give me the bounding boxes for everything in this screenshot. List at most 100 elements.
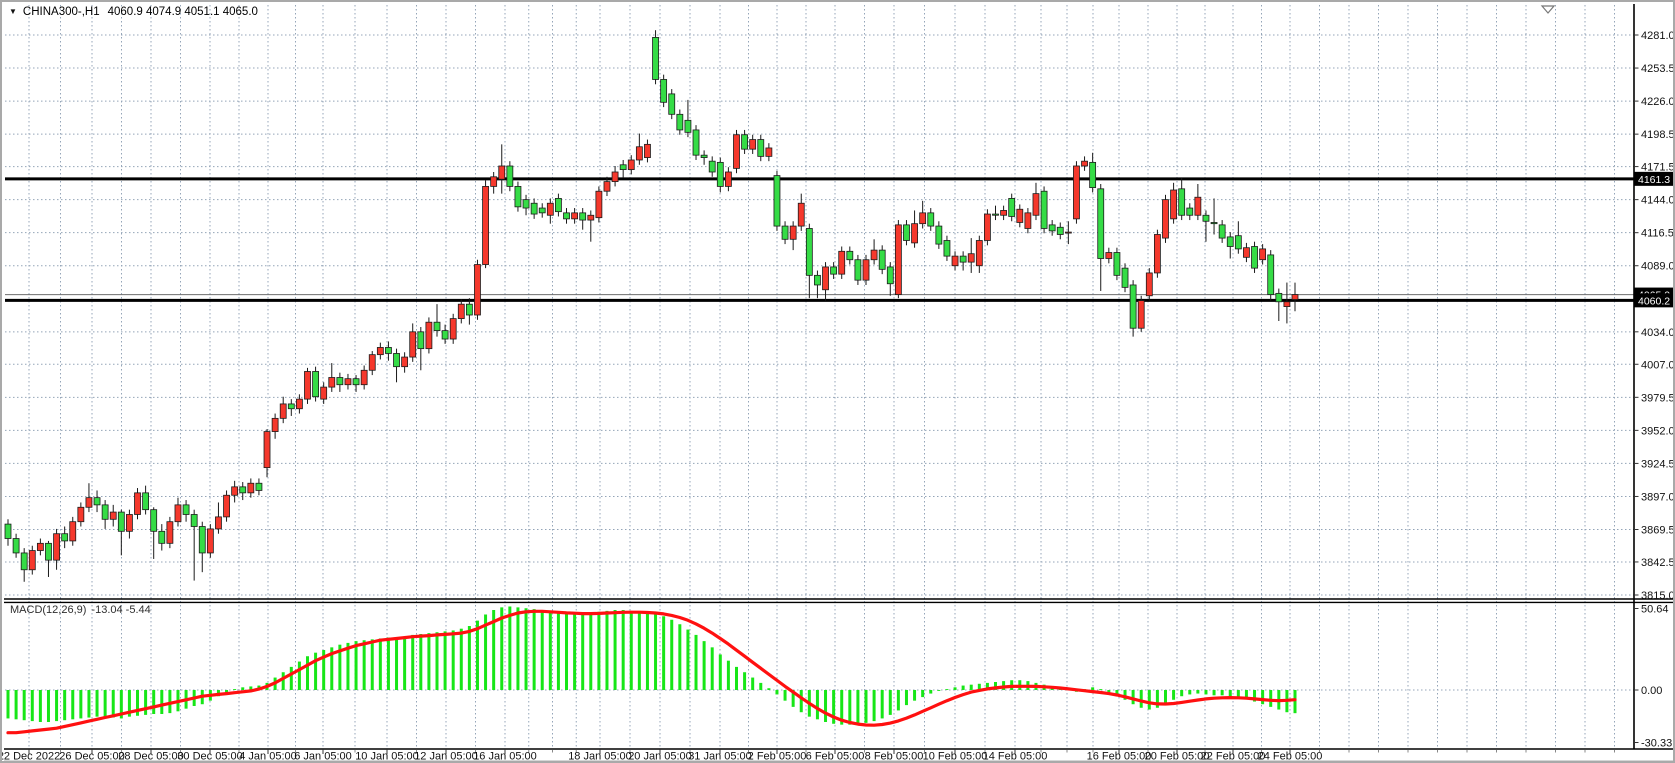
candle-bear [393,353,400,368]
macd-indicator-label: MACD(12,26,9) -13.04 -5.44 [10,603,151,616]
candle-bear [773,175,781,227]
time-tick-label: 31 Jan 05:00 [688,751,752,763]
candle-bear [93,497,101,506]
candle-bull [126,514,133,532]
candle-bear [676,113,684,131]
time-tick-label: 16 Jan 05:00 [473,751,537,763]
candle-bear [1089,161,1097,189]
candle-bull [1105,252,1113,259]
candle-bull [749,139,757,150]
level-price-tag-text: 4060.2 [1638,295,1670,307]
candles-layer [4,30,1299,582]
candle-bull [474,264,481,316]
candle-bull [490,176,498,187]
candle-bull [263,431,271,469]
candle-bear [684,119,692,133]
candle-bull [328,377,336,388]
candle-bear [992,213,999,216]
candle-bear [741,134,748,150]
time-tick-label: 12 Jan 05:00 [414,751,478,763]
time-tick-label: 10 Jan 05:00 [355,751,419,763]
candle-bear [757,139,765,157]
candle-bull [376,347,384,356]
time-tick-label: 20 Jan 05:00 [628,751,692,763]
candle-bear [255,482,263,491]
candle-bear [878,249,886,270]
macd-signal-line [6,609,1297,735]
candle-bear [20,552,28,571]
macd-values: -13.04 -5.44 [91,603,151,616]
candle-bull [174,504,182,523]
candle-bear [1097,188,1105,259]
candle-bear [619,164,627,170]
time-tick-label: 22 Feb 05:00 [1201,751,1266,763]
macd-plot-area[interactable] [5,603,1634,749]
candle-bear [660,79,668,103]
candle-bull [1291,294,1299,300]
candle-bull [1081,160,1088,167]
candle-bull [765,147,773,157]
time-axis-scale-area[interactable] [4,750,1634,763]
candle-bear [1178,188,1186,216]
ohlc-readout: 4060.9 4074.9 4051.1 4065.0 [107,6,258,18]
symbol-dropdown-icon[interactable]: ▼ [9,7,17,16]
candle-bear [903,224,910,241]
candle-bear [287,403,295,410]
candle-bull [967,253,975,263]
candle-bull [215,516,222,530]
price-tick-label: 4253.5 [1641,63,1675,75]
candle-bull [401,356,409,368]
price-tick-label: 3897.0 [1641,491,1675,503]
candle-bear [417,331,425,350]
price-chart-plot-area[interactable] [5,5,1634,599]
candle-bull [911,223,918,244]
candle-bull [627,159,635,170]
candle-bear [959,255,967,263]
price-tick-label: 3869.5 [1641,525,1675,537]
candle-bull [449,318,457,340]
candle-bull [409,331,417,358]
candle-bear [1234,235,1242,250]
candle-bull [862,259,870,281]
price-tick-label: 4034.0 [1641,327,1675,339]
candle-bull [69,521,77,542]
time-tick-label: 30 Dec 05:00 [177,751,242,763]
candle-bull [1145,272,1153,297]
candle-bear [61,533,69,542]
time-tick-label: 26 Dec 05:00 [59,751,124,763]
level-price-tag-box [1634,293,1673,308]
candle-bull [304,371,311,400]
time-tick-label: 18 Jan 05:00 [568,751,632,763]
candle-bull [733,134,740,169]
candle-bull [223,494,230,518]
candle-bear [1008,198,1016,217]
candle-bear [1267,254,1275,295]
candle-bear [190,514,198,527]
price-tick-label: 4198.5 [1641,129,1675,141]
candle-bear [579,212,587,221]
time-tick-label: 6 Feb 05:00 [806,751,865,763]
candle-bull [109,511,117,520]
candle-bull [1016,208,1024,223]
candle-bull [1024,212,1032,229]
candle-bear [555,198,562,213]
candle-bear [182,504,190,515]
candle-bull [822,266,829,291]
candle-bear [1210,222,1218,225]
candle-bear [142,492,150,511]
level-price-tag-box [1634,171,1673,186]
candle-bull [1283,301,1291,307]
candle-bear [101,504,109,520]
candle-bear [1040,190,1048,229]
candle-bull [975,240,983,267]
macd-layer [6,606,1297,735]
level-price-tag-text: 4161.3 [1638,174,1670,186]
candle-bull [134,492,141,515]
candle-bull [870,249,878,261]
candle-bear [927,212,935,227]
price-axis-scale-area[interactable] [1634,4,1675,749]
candle-bull [457,303,465,320]
candle-bull [36,542,44,551]
candle-bull [603,181,611,192]
candle-bear [158,530,166,544]
